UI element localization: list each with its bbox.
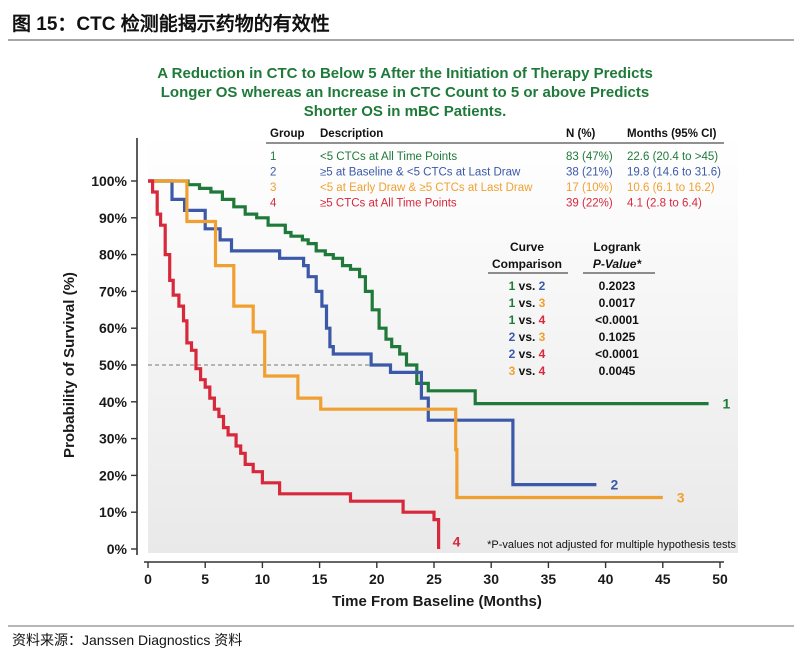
group-table-cell-n: 39 (22%) — [566, 198, 613, 210]
x-tick-label: 30 — [483, 571, 499, 587]
x-tick-label: 35 — [541, 571, 557, 587]
group-table-cell-description: ≥5 at Baseline & <5 CTCs at Last Draw — [320, 167, 521, 179]
x-tick-label: 10 — [255, 571, 271, 587]
y-tick-label: 70% — [99, 283, 128, 299]
logrank-p-value: 0.0017 — [599, 296, 636, 310]
y-axis-label: Probability of Survival (%) — [61, 272, 78, 458]
logrank-comparison: 2 vs. 4 — [509, 347, 546, 361]
logrank-p-value: 0.0045 — [599, 364, 636, 378]
series-line-2 — [148, 179, 597, 487]
x-tick-label: 25 — [426, 571, 442, 587]
logrank-header: Comparison — [492, 257, 562, 271]
series-line-4 — [148, 179, 441, 549]
chart-title-line: Shorter OS in mBC Patients. — [304, 103, 507, 120]
x-tick-label: 20 — [369, 571, 385, 587]
logrank-comparison: 1 vs. 3 — [509, 296, 546, 310]
y-tick-label: 100% — [91, 173, 127, 189]
y-tick-label: 10% — [99, 504, 128, 520]
chart-title-line: Longer OS whereas an Increase in CTC Cou… — [161, 84, 649, 101]
series-line-3 — [148, 179, 663, 500]
x-axis-label: Time From Baseline (Months) — [332, 593, 542, 610]
group-table: Group Description N (%) Months (95% CI) 1 <5 … — [266, 128, 724, 210]
y-tick-label: 60% — [99, 320, 128, 336]
y-tick-label: 0% — [107, 541, 128, 557]
group-table-cell-n: 83 (47%) — [566, 151, 613, 163]
x-tick-label: 50 — [712, 571, 728, 587]
logrank-p-value: <0.0001 — [595, 313, 639, 327]
group-table-cell-months: 4.1 (2.8 to 6.4) — [627, 198, 702, 210]
series-end-label-1: 1 — [723, 396, 731, 412]
source-note: 资料来源：Janssen Diagnostics 资料 — [12, 632, 242, 648]
logrank-p-value: 0.1025 — [599, 330, 636, 344]
x-tick-label: 40 — [598, 571, 614, 587]
y-tick-label: 90% — [99, 210, 128, 226]
x-tick-label: 5 — [201, 571, 209, 587]
chart-title: A Reduction in CTC to Below 5 After the … — [157, 65, 653, 120]
group-table-cell-group: 1 — [270, 151, 276, 163]
series-end-label-3: 3 — [677, 489, 685, 505]
logrank-comparison: 3 vs. 4 — [509, 364, 546, 378]
group-table-cell-group: 3 — [270, 182, 276, 194]
y-tick-label: 20% — [99, 467, 128, 483]
group-table-header: Months (95% CI) — [627, 128, 717, 140]
plot-background — [148, 135, 738, 553]
y-tick-label: 50% — [99, 357, 128, 373]
series-end-label-2: 2 — [610, 477, 618, 493]
group-table-cell-description: <5 at Early Draw & ≥5 CTCs at Last Draw — [320, 182, 533, 194]
end-labels: 1 2 3 4 — [453, 396, 731, 550]
group-table-header: Description — [320, 128, 383, 140]
axes: 0% 10% 20% 30% 40% 50% 60% 70% 80% 90% 100% 0 5 10 15 2… — [61, 138, 728, 610]
group-table-cell-n: 17 (10%) — [566, 182, 613, 194]
series-line-1 — [148, 179, 709, 406]
logrank-p-value: <0.0001 — [595, 347, 639, 361]
series-end-label-4: 4 — [453, 534, 461, 550]
group-table-cell-months: 19.8 (14.6 to 31.6) — [627, 167, 721, 179]
logrank-table: Curve Comparison Logrank P-Value* 1 vs. 2 0.2… — [488, 240, 655, 378]
x-tick-label: 0 — [144, 571, 152, 587]
group-table-cell-description: <5 CTCs at All Time Points — [320, 151, 457, 163]
y-tick-label: 40% — [99, 394, 128, 410]
group-table-cell-group: 4 — [270, 198, 277, 210]
logrank-comparison: 1 vs. 4 — [509, 313, 546, 327]
logrank-comparison: 1 vs. 2 — [509, 279, 546, 293]
group-table-cell-n: 38 (21%) — [566, 167, 613, 179]
logrank-comparison: 2 vs. 3 — [509, 330, 546, 344]
group-table-cell-description: ≥5 CTCs at All Time Points — [320, 198, 457, 210]
logrank-header: Logrank — [593, 240, 641, 254]
footnote: *P-values not adjusted for multiple hypo… — [487, 539, 736, 551]
y-tick-label: 80% — [99, 247, 128, 263]
chart-title-line: A Reduction in CTC to Below 5 After the … — [157, 65, 653, 82]
figure-title: 图 15：CTC 检测能揭示药物的有效性 — [12, 12, 330, 35]
group-table-header: N (%) — [566, 128, 596, 140]
x-tick-label: 15 — [312, 571, 328, 587]
series-group — [148, 179, 709, 549]
group-table-cell-months: 22.6 (20.4 to >45) — [627, 151, 718, 163]
group-table-header: Group — [270, 128, 305, 140]
logrank-p-value: 0.2023 — [599, 279, 636, 293]
group-table-cell-group: 2 — [270, 167, 276, 179]
logrank-header: P-Value* — [593, 257, 643, 271]
logrank-header: Curve — [510, 240, 544, 254]
y-tick-label: 30% — [99, 431, 128, 447]
group-table-cell-months: 10.6 (6.1 to 16.2) — [627, 182, 715, 194]
x-tick-label: 45 — [655, 571, 671, 587]
